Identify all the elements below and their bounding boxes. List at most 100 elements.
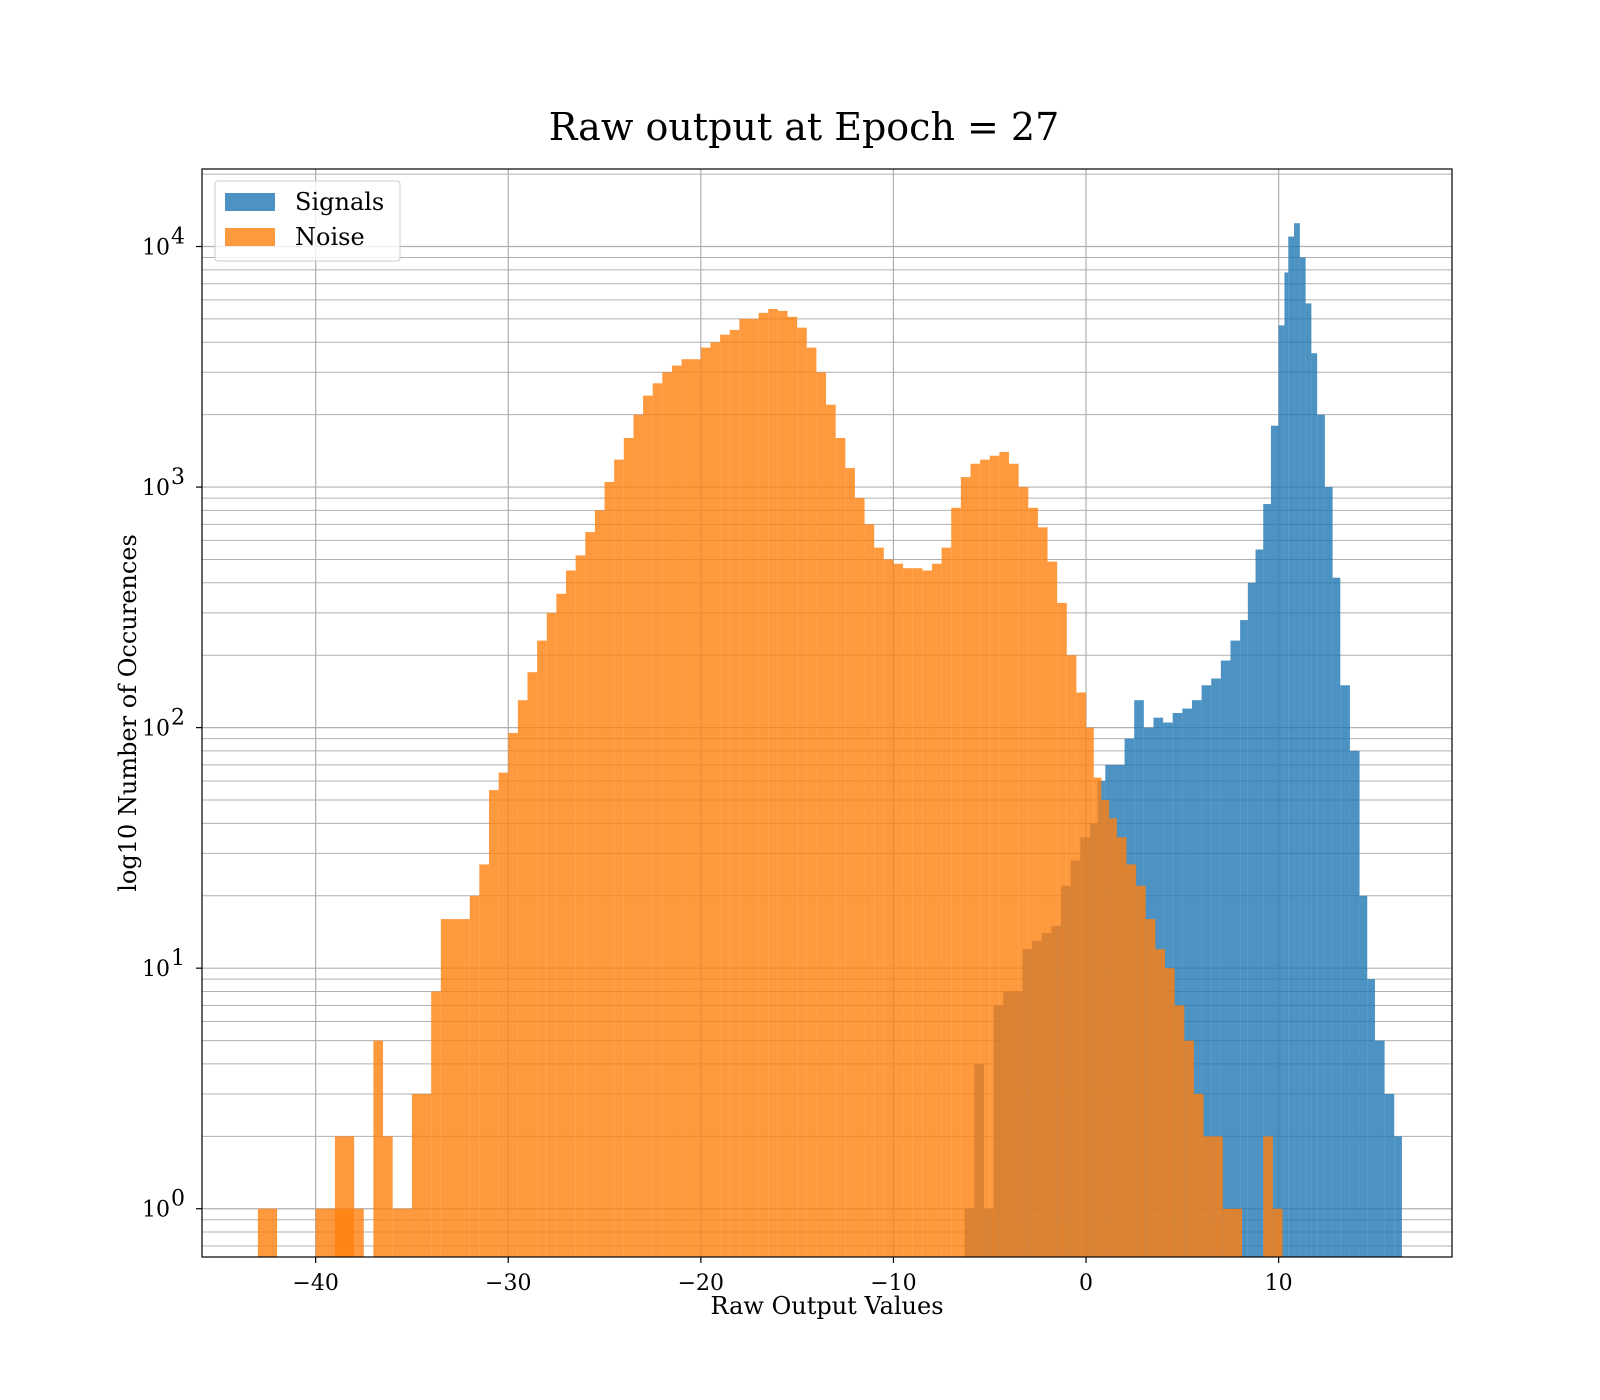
histogram-bar	[806, 347, 817, 1257]
x-tick-label: −30	[485, 1271, 531, 1296]
histogram-bar	[546, 612, 557, 1257]
histogram-bar	[1182, 708, 1192, 1257]
histogram-bar	[411, 1093, 432, 1257]
histogram-bar	[999, 451, 1010, 1258]
histogram-bar	[1230, 640, 1241, 1257]
y-tick-exponent: 4	[171, 225, 185, 250]
histogram-bar	[1057, 602, 1067, 1257]
histogram-bar	[508, 732, 518, 1257]
histogram-bar	[1076, 692, 1087, 1257]
x-tick-label: 0	[1079, 1271, 1093, 1296]
histogram-bar	[614, 459, 624, 1258]
histogram-bar	[1211, 678, 1221, 1257]
histogram-bar	[1324, 487, 1333, 1257]
histogram-bar	[912, 568, 923, 1257]
histogram-bar	[854, 498, 865, 1257]
histogram-bar	[893, 563, 904, 1257]
histogram-bar	[1086, 727, 1094, 1257]
histogram-bar	[652, 383, 663, 1257]
y-tick-label: 10	[142, 717, 170, 742]
histogram-bar	[1028, 507, 1038, 1258]
legend: Signals Noise	[214, 180, 401, 262]
histogram-bar	[1220, 660, 1231, 1257]
histogram-bar	[989, 455, 1000, 1257]
histogram-bar	[1145, 919, 1156, 1257]
histogram-bar	[864, 524, 875, 1257]
histogram-bar	[1018, 487, 1029, 1257]
histogram-bar	[941, 547, 952, 1257]
histogram-bar	[1136, 885, 1146, 1257]
histogram-bar	[700, 347, 711, 1257]
x-axis: −40 −30 −20 −10 0 10	[292, 1257, 1293, 1296]
histogram-bar	[1101, 800, 1110, 1257]
histogram-bar	[373, 1040, 384, 1257]
histogram-bar	[710, 342, 721, 1257]
histogram-bar	[1263, 504, 1271, 1257]
histogram-bar	[681, 359, 701, 1257]
histogram-bar	[1247, 582, 1256, 1257]
histogram-bar	[1359, 895, 1368, 1257]
histogram-bar	[1263, 1136, 1273, 1257]
histogram-bar	[951, 507, 961, 1258]
histogram-bar	[903, 568, 913, 1257]
histogram-bar	[1394, 1136, 1402, 1257]
histogram-bar	[354, 1208, 364, 1257]
histogram-bar	[383, 1136, 393, 1257]
histogram-bar	[768, 308, 778, 1257]
bars	[257, 223, 1402, 1258]
chart-title: Raw output at Epoch = 27	[549, 105, 1060, 149]
histogram-bar	[1288, 236, 1295, 1257]
histogram-bar	[1222, 1208, 1233, 1257]
histogram-bar	[537, 640, 547, 1257]
histogram-bar	[787, 316, 798, 1257]
legend-label-signals: Signals	[295, 188, 384, 216]
histogram-bar	[816, 372, 827, 1257]
histogram-bar	[826, 404, 836, 1258]
legend-label-noise: Noise	[295, 223, 365, 251]
histogram-bar	[1126, 864, 1137, 1257]
histogram-bar	[729, 329, 740, 1258]
histogram-bar	[1009, 463, 1019, 1257]
histogram-bar	[488, 790, 499, 1257]
histogram-bar	[662, 372, 672, 1257]
histogram-bar	[479, 864, 489, 1257]
histogram-bar	[1232, 1208, 1243, 1257]
histogram-bar	[1213, 1136, 1223, 1257]
histogram-bar	[1272, 1208, 1283, 1257]
histogram-bar	[643, 395, 653, 1258]
histogram-bar	[1066, 655, 1077, 1257]
histogram-bar	[1384, 1093, 1395, 1257]
histogram-bar	[392, 1208, 412, 1257]
histogram-bar	[758, 312, 769, 1257]
histogram-bar	[720, 334, 730, 1258]
x-tick-label: −10	[870, 1271, 916, 1296]
histogram-bar	[1332, 577, 1341, 1257]
y-tick-label: 10	[142, 236, 170, 261]
histogram-bar	[1340, 685, 1350, 1257]
x-tick-label: −40	[292, 1271, 338, 1296]
histogram-bar	[594, 510, 605, 1257]
histogram-bar	[1305, 303, 1312, 1257]
plot-frame	[201, 168, 1453, 1258]
x-axis-label: Raw Output Values	[710, 1292, 943, 1320]
histogram-bar	[1270, 425, 1279, 1257]
histogram-bar	[1255, 549, 1264, 1257]
histogram-bar	[1093, 777, 1102, 1257]
y-tick-exponent: 0	[171, 1187, 185, 1212]
histogram-bar	[1299, 257, 1306, 1257]
histogram-bar	[566, 570, 576, 1257]
histogram-bar	[633, 414, 644, 1257]
y-tick-label: 10	[142, 1198, 170, 1223]
histogram-bar	[575, 555, 586, 1257]
histogram-bar	[498, 772, 509, 1257]
histogram-bar	[922, 570, 932, 1257]
histogram-bar	[1109, 818, 1117, 1257]
histogram-bar	[585, 532, 595, 1257]
histogram-bar	[883, 559, 894, 1257]
histogram-bar	[469, 895, 480, 1257]
histogram-bar	[527, 672, 538, 1257]
histogram-bar	[1047, 561, 1058, 1257]
histogram-bar	[970, 463, 981, 1257]
